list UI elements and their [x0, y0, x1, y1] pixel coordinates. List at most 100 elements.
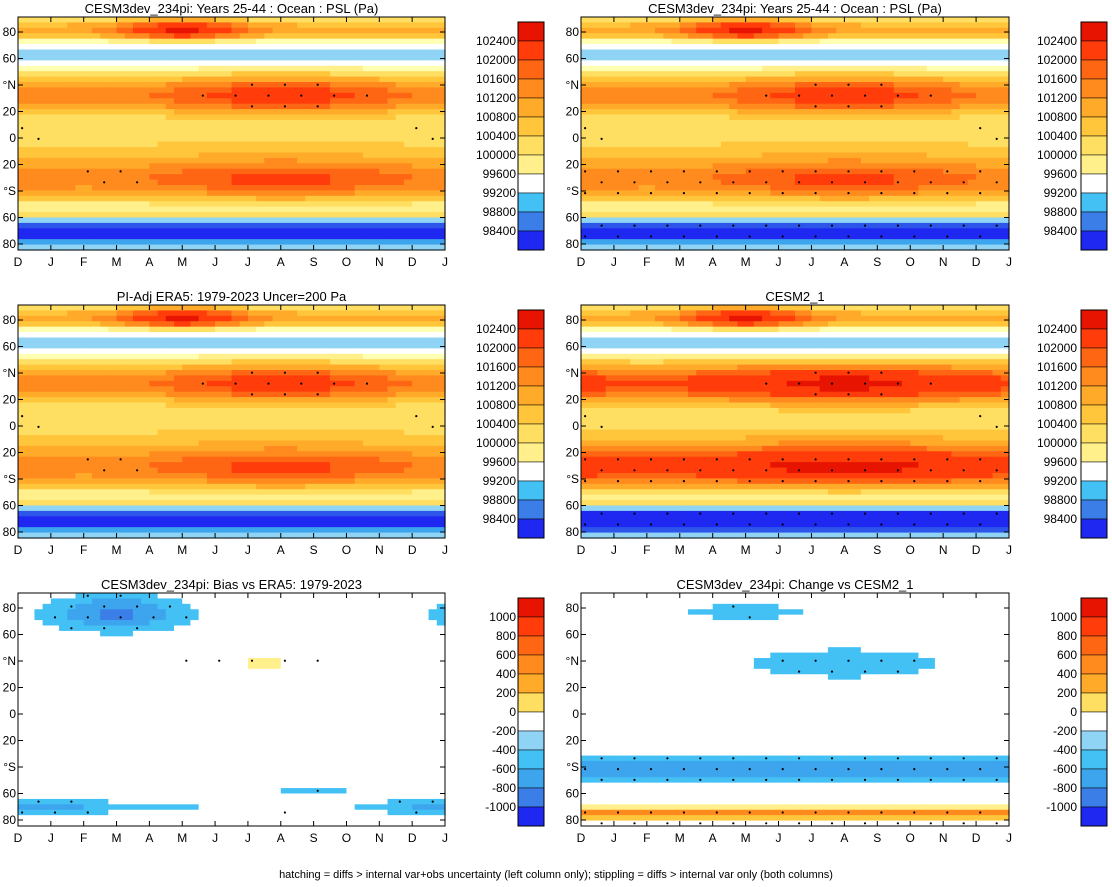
heat-cell: [223, 195, 233, 202]
heat-cell: [59, 222, 68, 229]
heat-cell: [770, 49, 780, 56]
heat-cell: [1000, 147, 1010, 154]
heat-cell: [712, 212, 722, 219]
heat-cell: [622, 195, 631, 202]
heat-cell: [346, 217, 356, 224]
heat-cell: [34, 141, 44, 148]
heat-cell: [770, 130, 780, 137]
heat-cell: [59, 217, 68, 224]
heat-cell: [720, 103, 730, 110]
heat-cell: [819, 82, 829, 89]
heat-cell: [165, 174, 175, 181]
heat-cell: [984, 206, 994, 213]
heat-cell: [638, 119, 648, 126]
heat-cell: [581, 38, 590, 45]
heat-cell: [663, 98, 673, 105]
heat-cell: [206, 321, 216, 328]
stipple-dot: [781, 170, 784, 173]
heat-cell: [116, 315, 126, 322]
heat-cell: [902, 54, 911, 61]
heat-cell: [943, 109, 952, 116]
heat-cell: [26, 125, 36, 132]
heat-cell: [223, 190, 233, 197]
heat-cell: [877, 60, 887, 67]
heat-cell: [720, 125, 730, 132]
heat-cell: [83, 87, 93, 94]
heat-cell: [655, 17, 664, 24]
heat-cell: [198, 310, 208, 317]
heat-cell: [910, 222, 920, 229]
heat-cell: [206, 49, 216, 56]
heat-cell: [712, 17, 722, 24]
heat-cell: [256, 82, 265, 89]
heat-cell: [720, 27, 730, 34]
heat-cell: [918, 233, 928, 240]
heat-cell: [91, 222, 101, 229]
heat-cell: [967, 109, 977, 116]
heat-cell: [280, 212, 290, 219]
heat-cell: [918, 184, 928, 191]
heat-cell: [967, 82, 977, 89]
heat-cell: [844, 179, 854, 186]
stipple-dot: [863, 224, 867, 227]
heat-cell: [321, 125, 331, 132]
heat-cell: [288, 310, 298, 317]
colorbar-label: 98800: [483, 205, 517, 219]
heat-cell: [951, 130, 961, 137]
heat-cell: [354, 233, 364, 240]
heat-cell: [803, 184, 813, 191]
heat-cell: [239, 125, 249, 132]
heat-cell: [231, 152, 241, 159]
heat-cell: [976, 206, 985, 213]
heat-cell: [745, 119, 755, 126]
heat-cell: [860, 244, 870, 251]
heat-cell: [313, 195, 323, 202]
y-tick-label: °S: [566, 184, 579, 198]
heat-cell: [819, 60, 829, 67]
heat-cell: [819, 195, 829, 202]
heat-cell: [885, 201, 895, 208]
heat-cell: [918, 17, 928, 24]
heat-cell: [786, 174, 796, 181]
heat-cell: [877, 201, 887, 208]
heat-cell: [190, 114, 200, 121]
heat-cell: [223, 228, 233, 235]
heat-cell: [330, 33, 339, 40]
heat-cell: [100, 49, 109, 56]
heat-cell: [688, 109, 697, 116]
heat-cell: [737, 152, 747, 159]
heat-cell: [795, 49, 804, 56]
heat-cell: [729, 136, 738, 143]
heat-cell: [679, 54, 689, 61]
heat-cell: [354, 179, 364, 186]
heat-cell: [174, 157, 183, 164]
heat-cell: [247, 130, 257, 137]
heat-cell: [844, 141, 854, 148]
heat-cell: [605, 147, 615, 154]
heat-cell: [264, 152, 274, 159]
heat-cell: [132, 310, 142, 317]
heat-cell: [239, 152, 249, 159]
heat-cell: [852, 76, 862, 83]
heat-cell: [926, 71, 936, 78]
heat-cell: [877, 157, 887, 164]
heat-cell: [671, 190, 681, 197]
heat-cell: [918, 147, 928, 154]
heat-cell: [190, 168, 200, 175]
heat-cell: [338, 239, 348, 246]
heat-cell: [50, 71, 60, 78]
heat-cell: [918, 157, 928, 164]
heat-cell: [786, 184, 796, 191]
heat-cell: [231, 310, 241, 317]
heat-cell: [786, 114, 796, 121]
heat-cell: [247, 92, 257, 99]
heat-cell: [149, 239, 159, 246]
heat-cell: [231, 206, 241, 213]
heat-cell: [852, 119, 862, 126]
heat-cell: [646, 141, 656, 148]
stipple-dot: [234, 94, 237, 97]
y-tick-label: 60: [566, 211, 580, 225]
heat-cell: [902, 109, 911, 116]
heat-cell: [959, 71, 969, 78]
heat-cell: [371, 217, 380, 224]
